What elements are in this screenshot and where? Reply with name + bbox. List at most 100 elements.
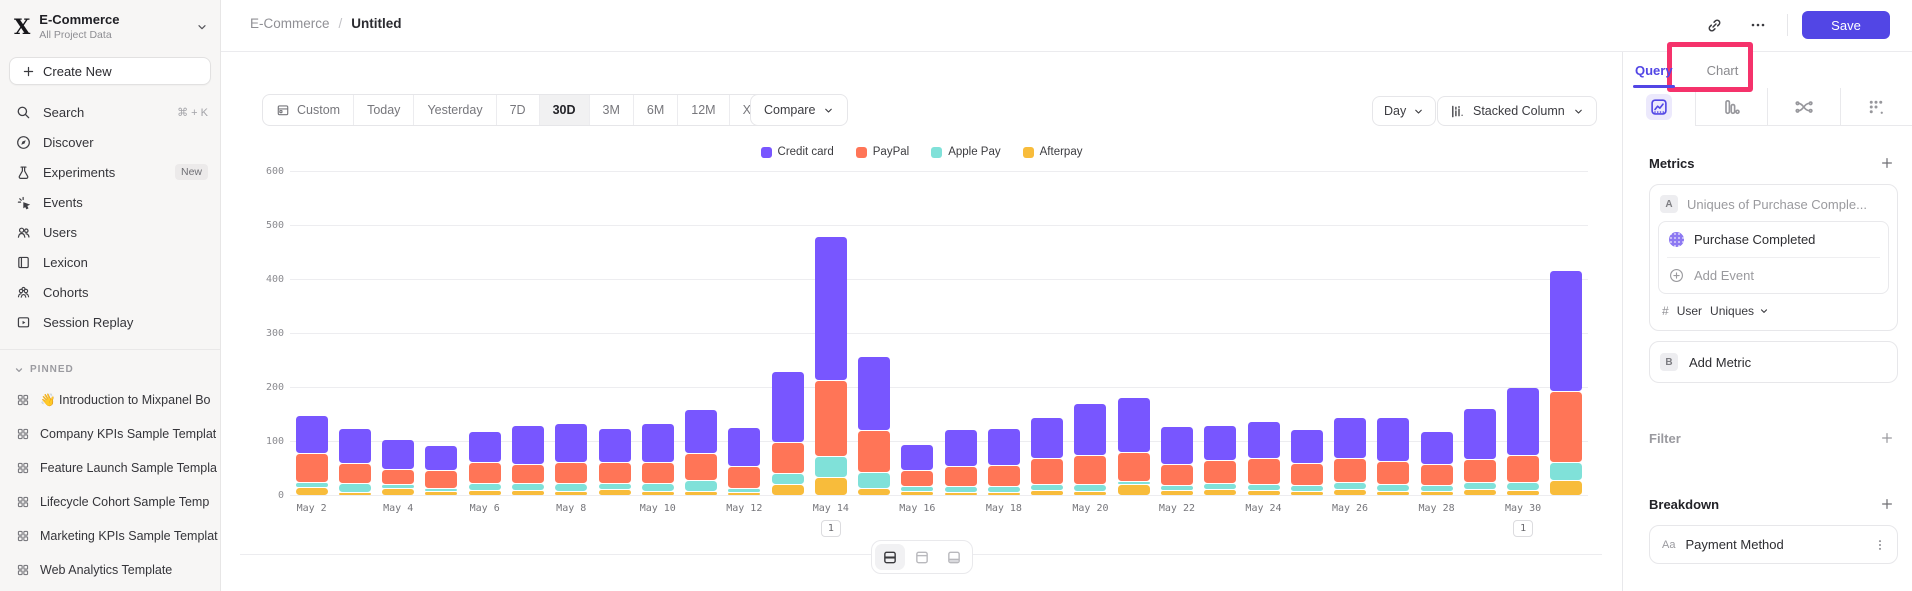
project-switcher[interactable]: X E-Commerce All Project Data [0, 0, 220, 51]
bar-segment-credit-card[interactable] [901, 444, 934, 471]
bar-segment-paypal[interactable] [598, 462, 631, 484]
bar-segment-afterpay[interactable] [1550, 480, 1583, 495]
bar-segment-afterpay[interactable] [1334, 489, 1367, 495]
bar-segment-afterpay[interactable] [1117, 485, 1150, 495]
bar-segment-apple-pay[interactable] [641, 484, 674, 492]
bar-segment-afterpay[interactable] [641, 492, 674, 495]
bar-segment-credit-card[interactable] [598, 428, 631, 462]
bar-segment-apple-pay[interactable] [1550, 462, 1583, 480]
breakdown-property-row[interactable]: Aa Payment Method [1650, 526, 1897, 563]
bar-segment-credit-card[interactable] [685, 409, 718, 454]
bar-segment-credit-card[interactable] [1117, 398, 1150, 452]
range-12m[interactable]: 12M [678, 95, 730, 125]
bar-segment-credit-card[interactable] [1031, 418, 1064, 459]
sidebar-item-lexicon[interactable]: Lexicon [0, 247, 220, 277]
add-breakdown-plus-button[interactable] [1876, 493, 1898, 515]
bar-segment-afterpay[interactable] [685, 491, 718, 495]
bar-segment-paypal[interactable] [987, 466, 1020, 486]
bar-may-17[interactable] [944, 171, 977, 495]
bar-segment-paypal[interactable] [771, 443, 804, 474]
bar-segment-apple-pay[interactable] [425, 488, 458, 491]
more-options-button[interactable] [1743, 10, 1773, 40]
bar-segment-credit-card[interactable] [944, 430, 977, 466]
pinned-board-item[interactable]: Feature Launch Sample Templa [0, 451, 220, 485]
bar-may-7[interactable] [511, 171, 544, 495]
bar-segment-credit-card[interactable] [1463, 409, 1496, 460]
bar-segment-apple-pay[interactable] [728, 489, 761, 492]
layout-split-button[interactable] [874, 544, 905, 570]
bar-may-13[interactable] [771, 171, 804, 495]
bar-segment-credit-card[interactable] [814, 236, 847, 380]
bar-segment-apple-pay[interactable] [511, 483, 544, 490]
bar-segment-paypal[interactable] [295, 453, 328, 482]
bar-segment-apple-pay[interactable] [1160, 486, 1193, 490]
bar-may-10[interactable] [641, 171, 674, 495]
bar-segment-credit-card[interactable] [1290, 430, 1323, 463]
bar-segment-afterpay[interactable] [598, 489, 631, 495]
bar-segment-credit-card[interactable] [987, 429, 1020, 466]
tab-flows[interactable] [1768, 88, 1841, 126]
range-3m[interactable]: 3M [590, 95, 634, 125]
bar-segment-afterpay[interactable] [858, 488, 891, 495]
bar-segment-credit-card[interactable] [1507, 388, 1540, 455]
bar-may-31[interactable] [1550, 171, 1583, 495]
bar-segment-afterpay[interactable] [987, 493, 1020, 495]
tab-funnels[interactable] [1695, 88, 1768, 126]
sidebar-item-cohorts[interactable]: Cohorts [0, 277, 220, 307]
bar-segment-apple-pay[interactable] [382, 484, 415, 488]
bar-segment-paypal[interactable] [1463, 460, 1496, 483]
sidebar-item-users[interactable]: Users [0, 217, 220, 247]
breadcrumb-current[interactable]: Untitled [351, 16, 402, 31]
bar-segment-afterpay[interactable] [425, 491, 458, 495]
granularity-dropdown[interactable]: Day [1372, 96, 1437, 126]
bar-may-24[interactable] [1247, 171, 1280, 495]
add-filter-plus-button[interactable] [1876, 427, 1898, 449]
bar-segment-credit-card[interactable] [295, 416, 328, 453]
bar-segment-apple-pay[interactable] [814, 456, 847, 478]
copy-link-button[interactable] [1699, 10, 1729, 40]
bar-segment-afterpay[interactable] [338, 492, 371, 495]
bar-may-20[interactable] [1074, 171, 1107, 495]
range-today[interactable]: Today [354, 95, 415, 125]
bar-segment-apple-pay[interactable] [1204, 484, 1237, 489]
metric-a-header[interactable]: A Uniques of Purchase Comple... [1650, 185, 1897, 221]
bar-may-29[interactable] [1463, 171, 1496, 495]
bar-segment-paypal[interactable] [1550, 391, 1583, 462]
bar-may-3[interactable] [338, 171, 371, 495]
bar-segment-paypal[interactable] [1074, 455, 1107, 485]
pinned-board-item[interactable]: 👋 Introduction to Mixpanel Bo [0, 383, 220, 417]
bar-segment-apple-pay[interactable] [555, 483, 588, 491]
aggregation-selector[interactable]: # User Uniques [1650, 294, 1897, 330]
bar-segment-credit-card[interactable] [771, 371, 804, 443]
bar-segment-apple-pay[interactable] [1507, 482, 1540, 490]
pinned-board-item[interactable]: Web Analytics Template [0, 553, 220, 587]
bar-segment-afterpay[interactable] [944, 492, 977, 495]
bar-segment-credit-card[interactable] [425, 446, 458, 471]
bar-segment-paypal[interactable] [1507, 455, 1540, 482]
bar-may-4[interactable] [382, 171, 415, 495]
bar-may-26[interactable] [1334, 171, 1367, 495]
bar-segment-apple-pay[interactable] [1247, 485, 1280, 490]
bar-segment-apple-pay[interactable] [901, 487, 934, 491]
create-new-button[interactable]: Create New [9, 57, 211, 85]
bar-segment-paypal[interactable] [858, 431, 891, 473]
chart-type-dropdown[interactable]: Stacked Column [1437, 96, 1597, 126]
bar-may-18[interactable] [987, 171, 1020, 495]
layout-table-only-button[interactable] [939, 544, 969, 570]
bar-segment-apple-pay[interactable] [468, 484, 501, 490]
bar-segment-paypal[interactable] [1377, 462, 1410, 485]
legend-item-paypal[interactable]: PayPal [855, 146, 909, 158]
breadcrumb-project[interactable]: E-Commerce [250, 16, 330, 31]
bar-segment-apple-pay[interactable] [1074, 485, 1107, 491]
bar-segment-paypal[interactable] [1204, 460, 1237, 484]
bar-segment-apple-pay[interactable] [338, 484, 371, 492]
bar-segment-afterpay[interactable] [511, 490, 544, 495]
bar-segment-afterpay[interactable] [728, 493, 761, 495]
kebab-menu-icon[interactable] [1873, 538, 1887, 552]
bar-may-21[interactable] [1117, 171, 1150, 495]
bar-segment-paypal[interactable] [468, 462, 501, 484]
bar-may-11[interactable] [685, 171, 718, 495]
pinned-board-item[interactable]: Marketing KPIs Sample Templat [0, 519, 220, 553]
bar-segment-credit-card[interactable] [1377, 418, 1410, 461]
bar-segment-afterpay[interactable] [814, 478, 847, 495]
